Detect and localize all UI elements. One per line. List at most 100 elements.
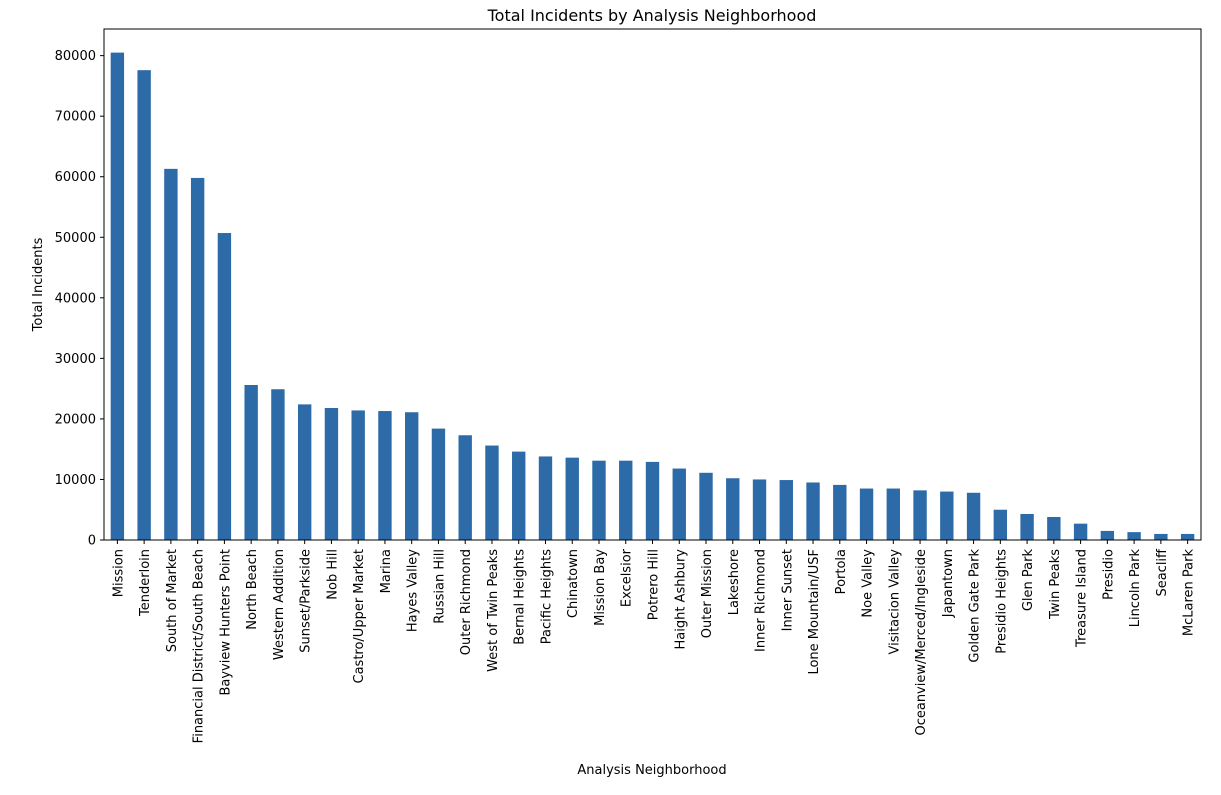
x-tick-label: Russian Hill [432, 549, 447, 624]
x-tick-label: Treasure Island [1075, 549, 1090, 648]
x-tick-label: Tenderloin [138, 549, 153, 617]
x-tick-label: Lincoln Park [1128, 549, 1143, 628]
y-axis: 0 10000 20000 30000 40000 50000 60000 70000 8000… [55, 49, 104, 549]
y-tick-label: 60000 [55, 170, 96, 185]
bar [351, 410, 365, 540]
bar [297, 404, 312, 540]
x-tick-label: Lakeshore [727, 549, 742, 615]
bar [619, 460, 633, 540]
y-tick-label: 0 [88, 534, 96, 549]
x-tick-label: Mission [111, 549, 126, 597]
x-tick-label: Inner Sunset [780, 549, 795, 631]
x-tick-label: Western Addition [272, 549, 287, 660]
x-tick-label: Japantown [941, 549, 956, 618]
x-tick-label: Lone Mountain/USF [807, 549, 822, 675]
bar [164, 168, 178, 540]
bar [806, 482, 820, 540]
bar [458, 435, 472, 540]
bar [886, 488, 900, 540]
bar [1100, 530, 1115, 540]
x-tick-label: Nob Hill [325, 549, 340, 600]
bar [378, 411, 392, 540]
bar [1047, 516, 1061, 540]
bar [512, 451, 526, 540]
bar [699, 472, 713, 540]
x-tick-label: West of Twin Peaks [486, 549, 501, 672]
bar [405, 412, 419, 540]
x-tick-label: Twin Peaks [1048, 549, 1063, 620]
bar [833, 484, 847, 540]
x-axis: Mission Tenderloin South of Market Financia… [111, 540, 1197, 743]
x-tick-label: Noe Valley [861, 549, 876, 618]
x-tick-label: Oceanview/Merced/Ingleside [914, 549, 929, 736]
y-tick-label: 50000 [55, 231, 96, 246]
bar [1127, 532, 1141, 540]
x-tick-label: Potrero Hill [647, 549, 662, 620]
bar [1073, 523, 1088, 540]
x-tick-label: North Beach [245, 549, 260, 630]
x-tick-label: McLaren Park [1182, 549, 1197, 637]
bar [993, 509, 1008, 540]
x-tick-label: Presidio [1101, 549, 1116, 600]
x-tick-label: Glen Park [1021, 549, 1036, 612]
x-tick-label: Outer Mission [700, 549, 715, 638]
x-tick-label: Seacliff [1155, 548, 1170, 597]
x-tick-label: Inner Richmond [754, 549, 769, 652]
chart-title: Total Incidents by Analysis Neighborhood [487, 6, 817, 25]
bar [645, 461, 660, 540]
bar [190, 177, 205, 540]
y-tick-label: 20000 [55, 412, 96, 427]
bar [565, 457, 579, 540]
bar [1180, 533, 1195, 540]
x-tick-label: Chinatown [566, 549, 581, 618]
bar [672, 468, 686, 540]
bar [1020, 513, 1034, 540]
x-tick-label: Haight Ashbury [673, 549, 688, 650]
bar [592, 460, 606, 540]
bar [940, 491, 954, 540]
plot-frame [103, 28, 1202, 541]
bar [538, 456, 553, 540]
bar [137, 70, 151, 540]
bar [485, 445, 499, 540]
x-tick-label: Excelsior [620, 548, 635, 607]
x-tick-label: South of Market [165, 549, 180, 652]
x-tick-label: Portola [834, 549, 849, 594]
y-tick-label: 10000 [55, 473, 96, 488]
bar [913, 490, 927, 540]
bars-group [110, 52, 1195, 541]
bar [244, 385, 258, 540]
bar [431, 428, 446, 540]
bar [1154, 533, 1168, 540]
bar [859, 488, 874, 540]
x-axis-title: Analysis Neighborhood [577, 763, 726, 778]
x-tick-label: Mission Bay [593, 549, 608, 626]
x-tick-label: Visitacion Valley [887, 549, 902, 655]
bar [966, 492, 981, 540]
y-axis-title: Total Incidents [31, 237, 46, 332]
y-tick-label: 40000 [55, 291, 96, 306]
x-tick-label: Outer Richmond [459, 549, 474, 655]
y-tick-label: 80000 [55, 49, 96, 64]
x-tick-label: Financial District/South Beach [192, 549, 207, 743]
bar [324, 408, 339, 540]
y-tick-label: 30000 [55, 352, 96, 367]
bar [217, 233, 232, 540]
bar [271, 389, 285, 540]
x-tick-label: Presidio Heights [994, 549, 1009, 654]
x-tick-label: Golden Gate Park [968, 549, 983, 663]
x-tick-label: Bayview Hunters Point [218, 549, 233, 696]
bar [779, 480, 793, 540]
x-tick-label: Sunset/Parkside [299, 549, 314, 653]
bar [726, 478, 740, 540]
y-tick-label: 70000 [55, 110, 96, 125]
bar [752, 479, 767, 540]
x-tick-label: Castro/Upper Market [352, 549, 367, 684]
x-tick-label: Pacific Heights [539, 549, 554, 644]
x-tick-label: Marina [379, 549, 394, 593]
bar [110, 52, 125, 541]
x-tick-label: Bernal Heights [513, 549, 528, 645]
x-tick-label: Hayes Valley [406, 549, 421, 632]
